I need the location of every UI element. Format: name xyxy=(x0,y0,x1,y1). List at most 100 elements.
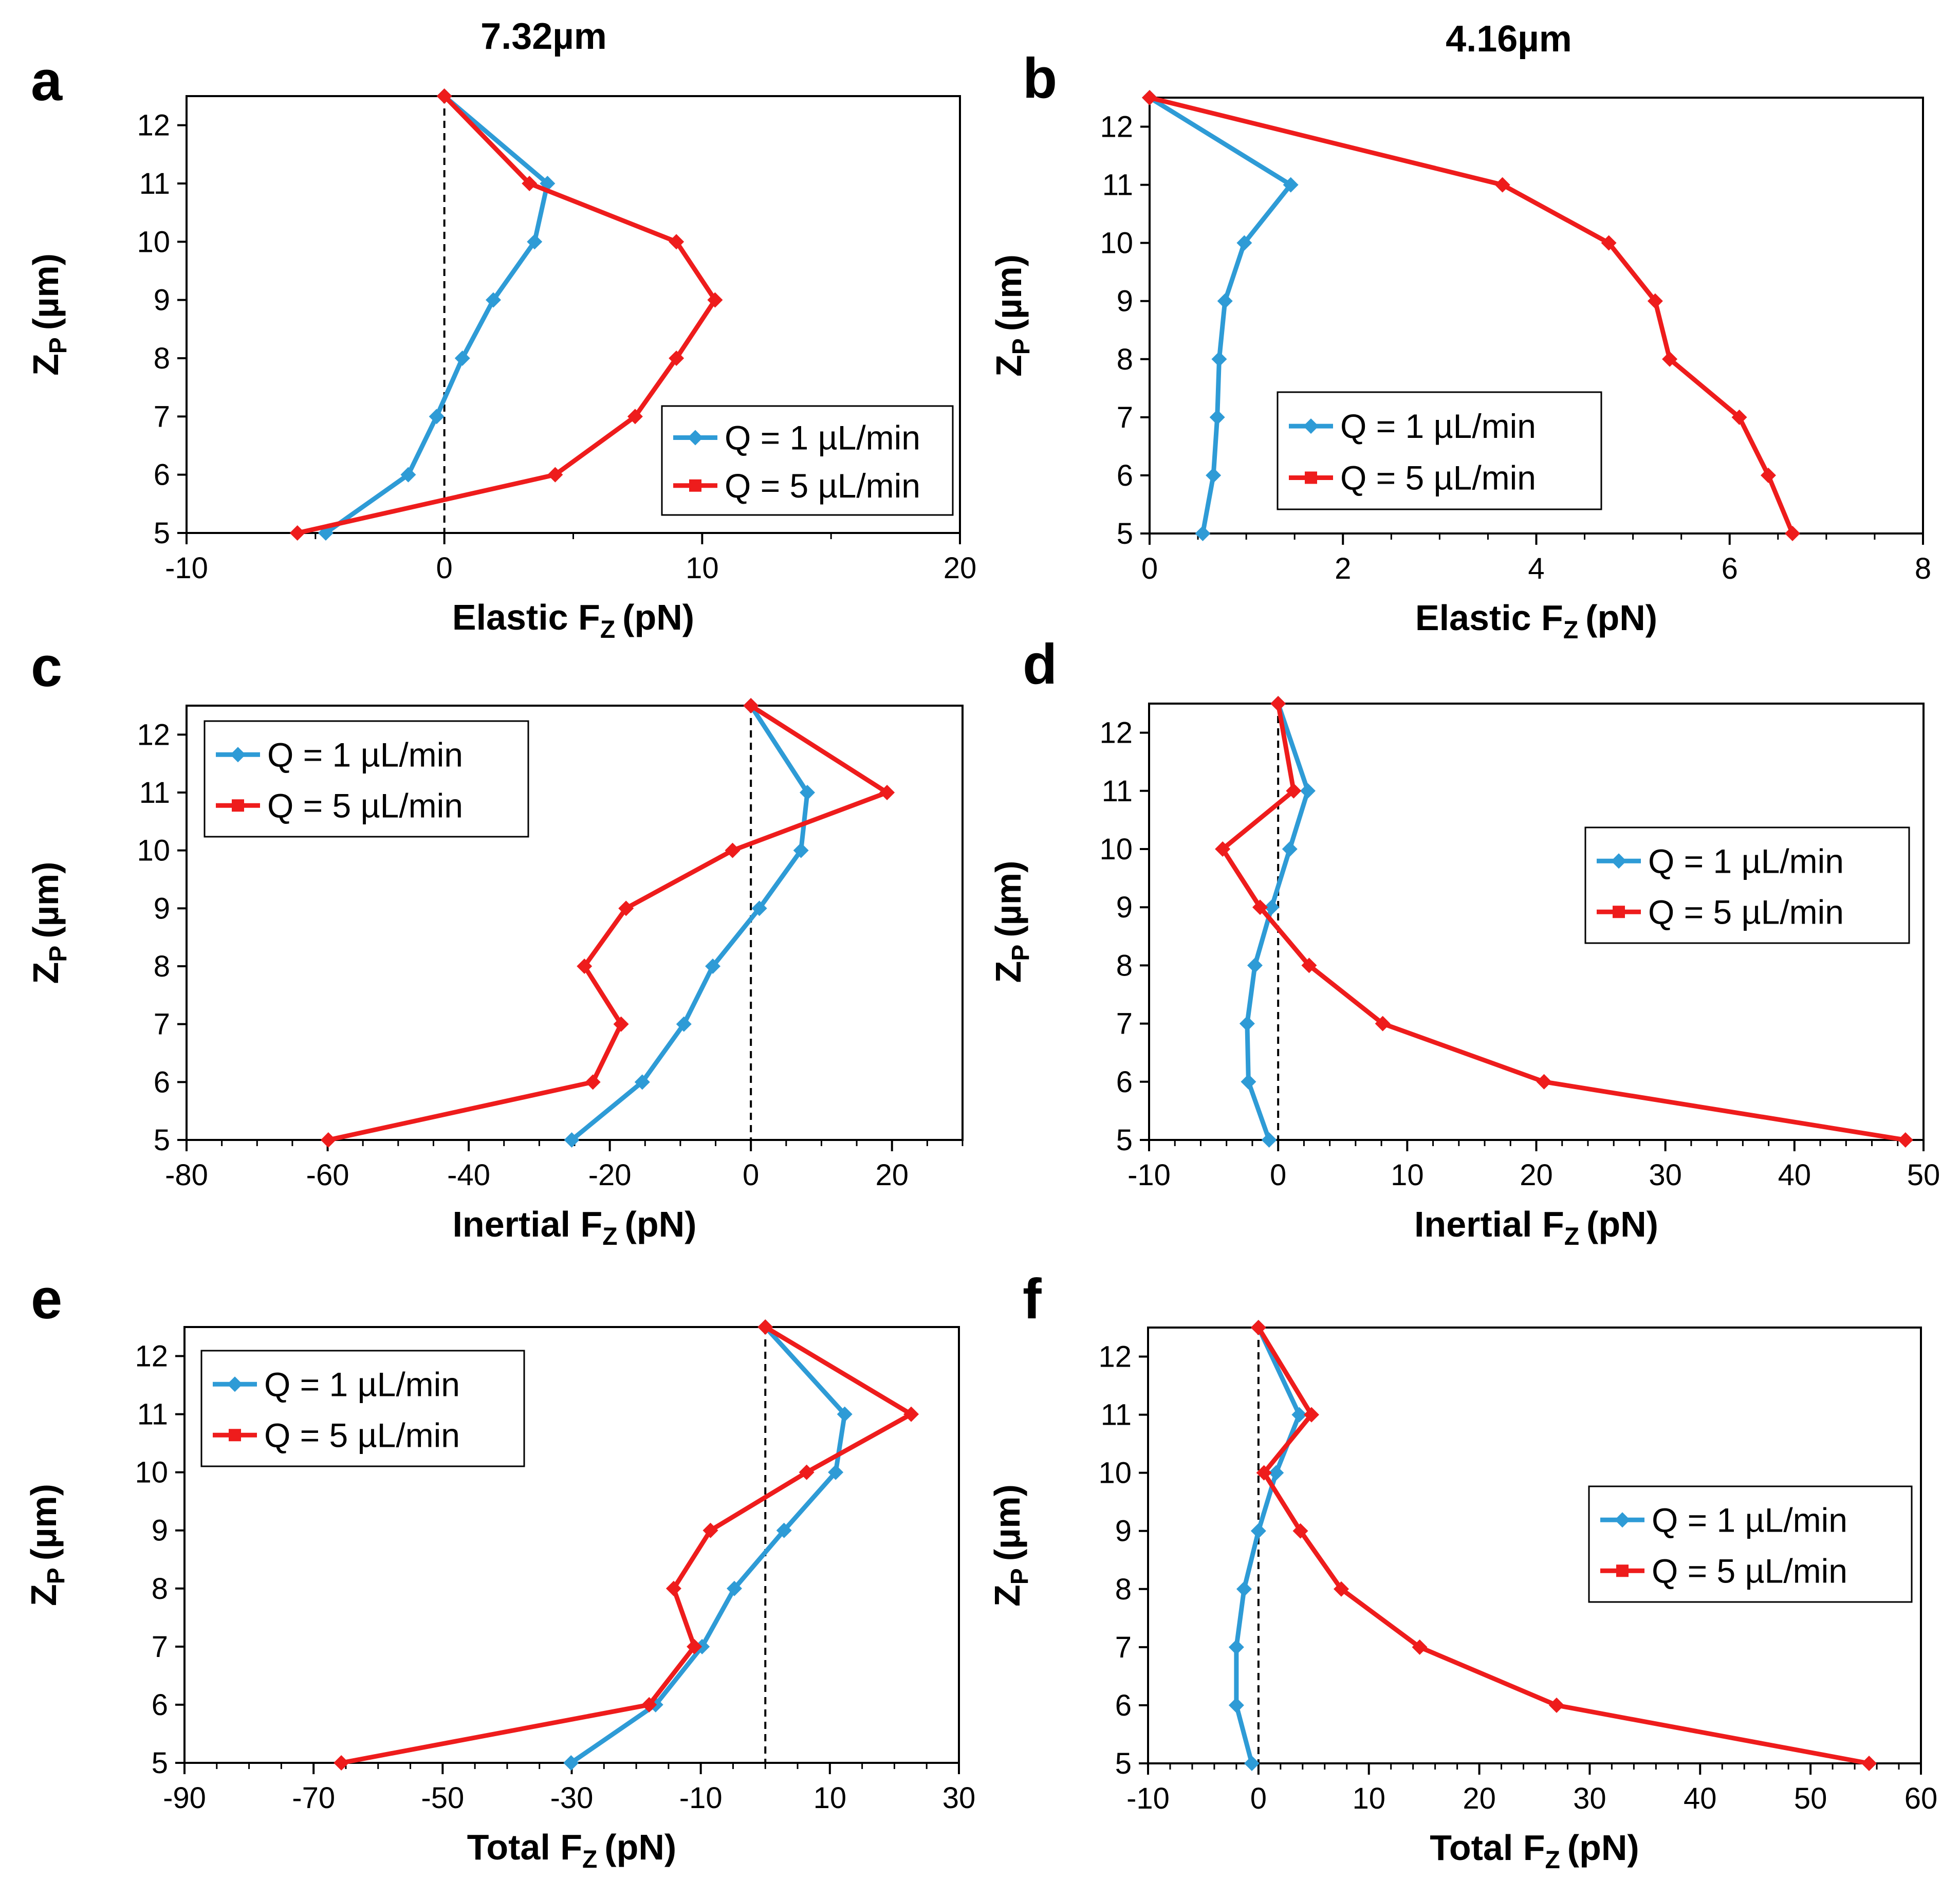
y-tick-label: 6 xyxy=(1115,1689,1132,1722)
y-tick-label: 5 xyxy=(152,1746,168,1780)
data-point-q5 xyxy=(289,525,305,541)
y-tick-label: 8 xyxy=(1117,343,1133,376)
x-tick-label: 30 xyxy=(942,1781,976,1815)
x-axis-title-unit: (pN) xyxy=(615,597,694,637)
x-tick-label: 0 xyxy=(1141,552,1158,585)
data-point-q5 xyxy=(613,1016,629,1032)
data-point-q5 xyxy=(702,1522,718,1538)
data-point-q5 xyxy=(1731,409,1747,425)
x-tick-label: -10 xyxy=(679,1781,723,1815)
y-tick-label: 12 xyxy=(1100,110,1133,144)
data-point-q1 xyxy=(527,234,543,250)
legend-marker-square xyxy=(1305,471,1317,484)
x-tick-label: 4 xyxy=(1528,552,1544,585)
x-tick-label: 20 xyxy=(1520,1158,1553,1192)
y-axis-title: ZP (µm) xyxy=(988,861,1034,983)
legend-marker-square xyxy=(1613,906,1625,918)
x-axis-title-sub: Z xyxy=(1545,1847,1560,1874)
legend-box xyxy=(1277,391,1602,510)
y-axis-title: ZP (µm) xyxy=(24,1484,70,1606)
data-point-q1 xyxy=(400,467,416,483)
data-point-q5 xyxy=(585,1074,601,1090)
data-point-q5 xyxy=(547,467,563,483)
data-point-q5 xyxy=(1334,1581,1349,1597)
y-axis-title-main: Z xyxy=(987,1585,1027,1607)
legend-label: Q = 1 µL/min xyxy=(1652,1501,1847,1539)
data-point-q5 xyxy=(1303,1407,1319,1423)
y-tick-label: 6 xyxy=(154,1065,170,1099)
data-point-q1 xyxy=(1236,235,1252,251)
legend-label: Q = 5 µL/min xyxy=(1652,1552,1847,1590)
y-tick-label: 9 xyxy=(1117,285,1133,318)
legend-box xyxy=(1588,1485,1913,1603)
data-point-q5 xyxy=(879,785,895,800)
y-tick-label: 5 xyxy=(1116,1124,1133,1157)
data-point-q1 xyxy=(705,959,721,974)
data-point-q5 xyxy=(1897,1132,1913,1148)
data-point-q5 xyxy=(320,1132,336,1148)
x-tick-label: 10 xyxy=(813,1781,847,1815)
y-axis-title-main: Z xyxy=(989,355,1029,377)
y-tick-label: 6 xyxy=(1117,459,1133,492)
x-tick-label: 10 xyxy=(1352,1782,1385,1815)
legend-label: Q = 5 µL/min xyxy=(264,1416,460,1454)
data-point-q5 xyxy=(1494,177,1510,193)
x-tick-label: -10 xyxy=(1127,1158,1171,1192)
y-axis-title: ZP (µm) xyxy=(26,253,72,376)
data-point-q5 xyxy=(1861,1756,1877,1771)
x-tick-label: 0 xyxy=(743,1158,759,1192)
x-axis-title-unit: (pN) xyxy=(1578,598,1657,638)
x-axis-title: Elastic FZ (pN) xyxy=(1415,598,1657,644)
data-point-q1 xyxy=(776,1522,792,1538)
y-tick-label: 12 xyxy=(135,1340,168,1373)
y-tick-label: 6 xyxy=(1116,1065,1133,1099)
data-point-q1 xyxy=(1236,1581,1252,1597)
y-tick-label: 8 xyxy=(152,1572,168,1606)
series-line-q5 xyxy=(327,704,890,1143)
x-axis-title-main: Inertial F xyxy=(1414,1204,1564,1244)
legend-label: Q = 5 µL/min xyxy=(1648,893,1844,931)
x-tick-label: -60 xyxy=(306,1158,349,1192)
series-line-q5 xyxy=(1256,1326,1870,1766)
legend-marker-square xyxy=(1616,1564,1629,1577)
legend-marker-square xyxy=(229,1429,241,1442)
x-tick-label: 0 xyxy=(1270,1158,1286,1192)
x-axis-title-sub: Z xyxy=(1564,1223,1579,1250)
series-line-q1 xyxy=(1148,96,1293,534)
data-point-q1 xyxy=(694,1638,710,1654)
y-axis-title: ZP (µm) xyxy=(26,862,72,984)
data-point-q5 xyxy=(1250,1320,1266,1335)
x-tick-label: 2 xyxy=(1335,552,1351,585)
x-axis-title-unit: (pN) xyxy=(1579,1204,1658,1244)
y-axis-title-sub: P xyxy=(1007,945,1034,961)
data-point-q5 xyxy=(799,1464,815,1480)
y-axis-title-unit: (µm) xyxy=(987,1484,1027,1568)
x-tick-label: 40 xyxy=(1778,1158,1811,1192)
data-point-q5 xyxy=(757,1319,773,1335)
x-axis-title-main: Elastic F xyxy=(452,597,600,637)
x-axis-title-main: Total F xyxy=(1430,1828,1545,1868)
x-tick-label: -50 xyxy=(421,1781,464,1815)
legend: Q = 1 µL/min Q = 5 µL/min xyxy=(204,720,529,838)
data-point-q5 xyxy=(1270,696,1286,711)
x-tick-label: 20 xyxy=(944,551,977,585)
y-tick-label: 7 xyxy=(154,400,170,433)
data-point-q5 xyxy=(1286,783,1302,799)
y-tick-label: 8 xyxy=(1115,1573,1132,1606)
series-line-q1 xyxy=(1234,1327,1302,1764)
x-tick-label: 0 xyxy=(436,551,453,585)
y-tick-label: 9 xyxy=(154,892,170,925)
y-axis-title-unit: (µm) xyxy=(26,253,66,337)
panel-letter-a: a xyxy=(31,49,63,113)
legend-marker-diamond xyxy=(1611,853,1626,869)
chart-panel-e: e -90 -70 -50 -30 -10 10 30 5 6 7 8 9 10 11 12 Total FZ … xyxy=(24,1267,975,1873)
data-point-q1 xyxy=(800,785,815,800)
y-tick-label: 11 xyxy=(139,776,170,809)
x-tick-label: 30 xyxy=(1649,1158,1682,1192)
x-tick-label: 20 xyxy=(875,1158,909,1192)
y-tick-label: 10 xyxy=(137,225,170,259)
data-point-q5 xyxy=(334,1755,349,1771)
y-tick-label: 6 xyxy=(154,458,170,492)
